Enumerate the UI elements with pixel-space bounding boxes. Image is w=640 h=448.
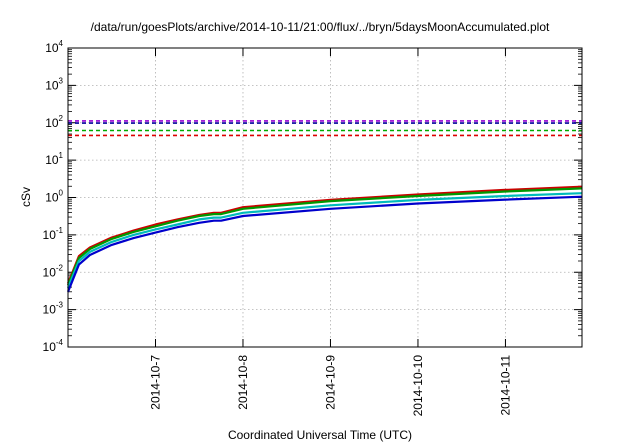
series-line-3 [66,192,583,289]
y-tick-label: 100 [45,189,63,205]
chart-title: /data/run/goesPlots/archive/2014-10-11/2… [90,20,550,34]
x-tick-label: 2014-10-7 [148,355,162,410]
x-tick-label: 2014-10-9 [323,355,337,410]
y-tick-label: 10-2 [43,263,64,279]
y-axis-label: cSv [19,186,33,208]
y-tick-label: 10-4 [43,338,64,354]
x-tick-label: 2014-10-10 [411,355,425,417]
x-axis-label: Coordinated Universal Time (UTC) [227,428,413,442]
series-line-4 [66,195,583,293]
y-tick-label: 10-1 [43,226,64,242]
x-tick-label: 2014-10-8 [236,355,250,410]
series-line-2 [66,187,583,286]
y-tick-label: 10-3 [43,301,64,317]
y-tick-label: 101 [45,151,63,167]
y-tick-label: 104 [45,39,63,55]
plot-frame [67,47,583,348]
x-tick-label: 2014-10-11 [498,355,512,416]
y-tick-label: 102 [45,114,63,130]
y-tick-label: 103 [45,76,63,92]
